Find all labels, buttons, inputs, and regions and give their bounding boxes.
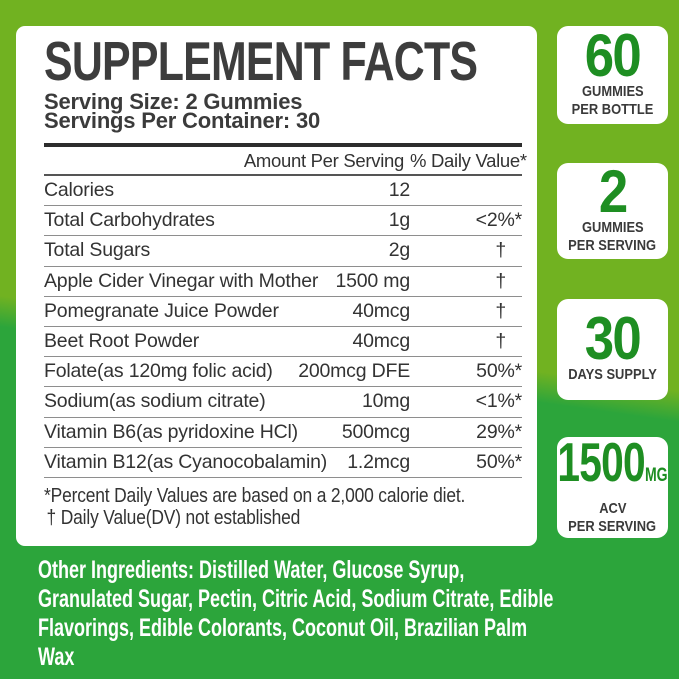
row-amount: 40mcg (352, 330, 410, 353)
badge-label: PER SERVING (568, 236, 657, 254)
row-dv: <2%* (475, 209, 523, 232)
badge-unit: MG (644, 465, 668, 486)
row-amount: 40mcg (352, 299, 410, 322)
other-ingredients-line: Flavorings, Edible Colorants, Coconut Oi… (38, 614, 528, 642)
badge-label: PER SERVING (568, 517, 657, 535)
row-dv: † (495, 330, 506, 353)
badge-label: GUMMIES (581, 219, 644, 236)
row-name: Vitamin B12(as Cyanocobalamin) (44, 450, 328, 473)
table-header-row: Amount Per Serving % Daily Value* (44, 147, 527, 176)
badge-number: 1500 MG (557, 431, 668, 498)
row-name: Vitamin B6(as pyridoxine HCl) (44, 420, 298, 443)
servings-per-container-line: Servings Per Container: 30 (44, 108, 321, 133)
supplement-facts-panel: SUPPLEMENT FACTS Serving Size: 2 Gummies… (16, 26, 537, 546)
row-amount: 10mg (362, 390, 410, 413)
row-amount: 200mcg DFE (298, 360, 410, 383)
badge-label: GUMMIES (581, 83, 644, 100)
row-name: Calories (44, 179, 114, 202)
row-dv: 29%* (476, 420, 522, 443)
badge-number: 60 (584, 22, 642, 89)
badge-number: 2 (598, 158, 628, 225)
panel-title: SUPPLEMENT FACTS (44, 30, 478, 92)
table-row-apple-cider-vinegar: Apple Cider Vinegar with Mother 1500 mg … (44, 267, 522, 297)
table-top-rule (44, 143, 522, 147)
badge-gummies-per-bottle: 60 GUMMIES PER BOTTLE (557, 26, 668, 124)
table-row-beet-root-powder: Beet Root Powder 40mcg † (44, 327, 522, 358)
table-row-vitamin-b6: Vitamin B6(as pyridoxine HCl) 500mcg 29%… (44, 418, 522, 448)
row-name: Apple Cider Vinegar with Mother (44, 269, 319, 292)
table-row-calories: Calories 12 (44, 176, 522, 207)
badge-label: DAYS SUPPLY (568, 366, 657, 384)
serving-size-line: Serving Size: 2 Gummies (44, 89, 303, 114)
row-dv: <1%* (475, 390, 523, 413)
badge-number-value: 1500 (557, 431, 645, 493)
serving-info: Serving Size: 2 Gummies Servings Per Con… (44, 89, 522, 133)
column-header-daily-value: % Daily Value* (410, 149, 527, 171)
badge-days-supply: 30 DAYS SUPPLY (557, 299, 668, 400)
row-name: Total Sugars (44, 239, 150, 262)
footnotes: *Percent Daily Values are based on a 2,0… (44, 483, 466, 530)
row-amount: 1.2mcg (347, 450, 410, 473)
badge-gummies-per-serving: 2 GUMMIES PER SERVING (557, 158, 668, 259)
table-row-total-carbohydrates: Total Carbohydrates 1g <2%* (44, 206, 523, 237)
footnote-dv-not-established: † Daily Value(DV) not established (46, 506, 301, 530)
table-row-vitamin-b12: Vitamin B12(as Cyanocobalamin) 1.2mcg 50… (44, 448, 522, 478)
badge-number: 30 (584, 305, 642, 373)
row-amount: 500mcg (341, 420, 410, 443)
table-row-sodium: Sodium(as sodium citrate) 10mg <1%* (44, 387, 523, 418)
row-name: Sodium(as sodium citrate) (44, 390, 266, 413)
row-amount: 1g (388, 209, 410, 232)
table-row-total-sugars: Total Sugars 2g † (44, 236, 522, 267)
footnote-daily-values: *Percent Daily Values are based on a 2,0… (44, 483, 466, 507)
row-amount: 1500 mg (335, 269, 411, 292)
other-ingredients-line: Wax (38, 643, 75, 671)
row-dv: † (495, 269, 506, 292)
row-amount: 12 (388, 179, 410, 202)
table-row-pomegranate-juice-powder: Pomegranate Juice Powder 40mcg † (44, 297, 522, 327)
column-header-amount: Amount Per Serving (243, 149, 404, 171)
badge-acv-per-serving: 1500 MG ACV PER SERVING (557, 431, 668, 538)
table-row-folate: Folate(as 120mg folic acid) 200mcg DFE 5… (44, 357, 522, 388)
other-ingredients-line: Other Ingredients: Distilled Water, Gluc… (38, 556, 465, 584)
row-dv: † (495, 299, 506, 322)
row-dv: † (495, 239, 506, 262)
row-name: Folate(as 120mg folic acid) (44, 360, 273, 383)
row-dv: 50%* (476, 450, 522, 473)
row-amount: 2g (388, 239, 410, 262)
row-name: Beet Root Powder (44, 330, 200, 353)
other-ingredients-text: Other Ingredients: Distilled Water, Gluc… (38, 556, 679, 672)
row-name: Pomegranate Juice Powder (44, 299, 279, 322)
row-dv: 50%* (476, 360, 522, 383)
badge-label: PER BOTTLE (571, 100, 654, 118)
badge-label: ACV (598, 500, 627, 517)
other-ingredients-line: Granulated Sugar, Pectin, Citric Acid, S… (38, 585, 554, 613)
row-name: Total Carbohydrates (44, 209, 215, 232)
